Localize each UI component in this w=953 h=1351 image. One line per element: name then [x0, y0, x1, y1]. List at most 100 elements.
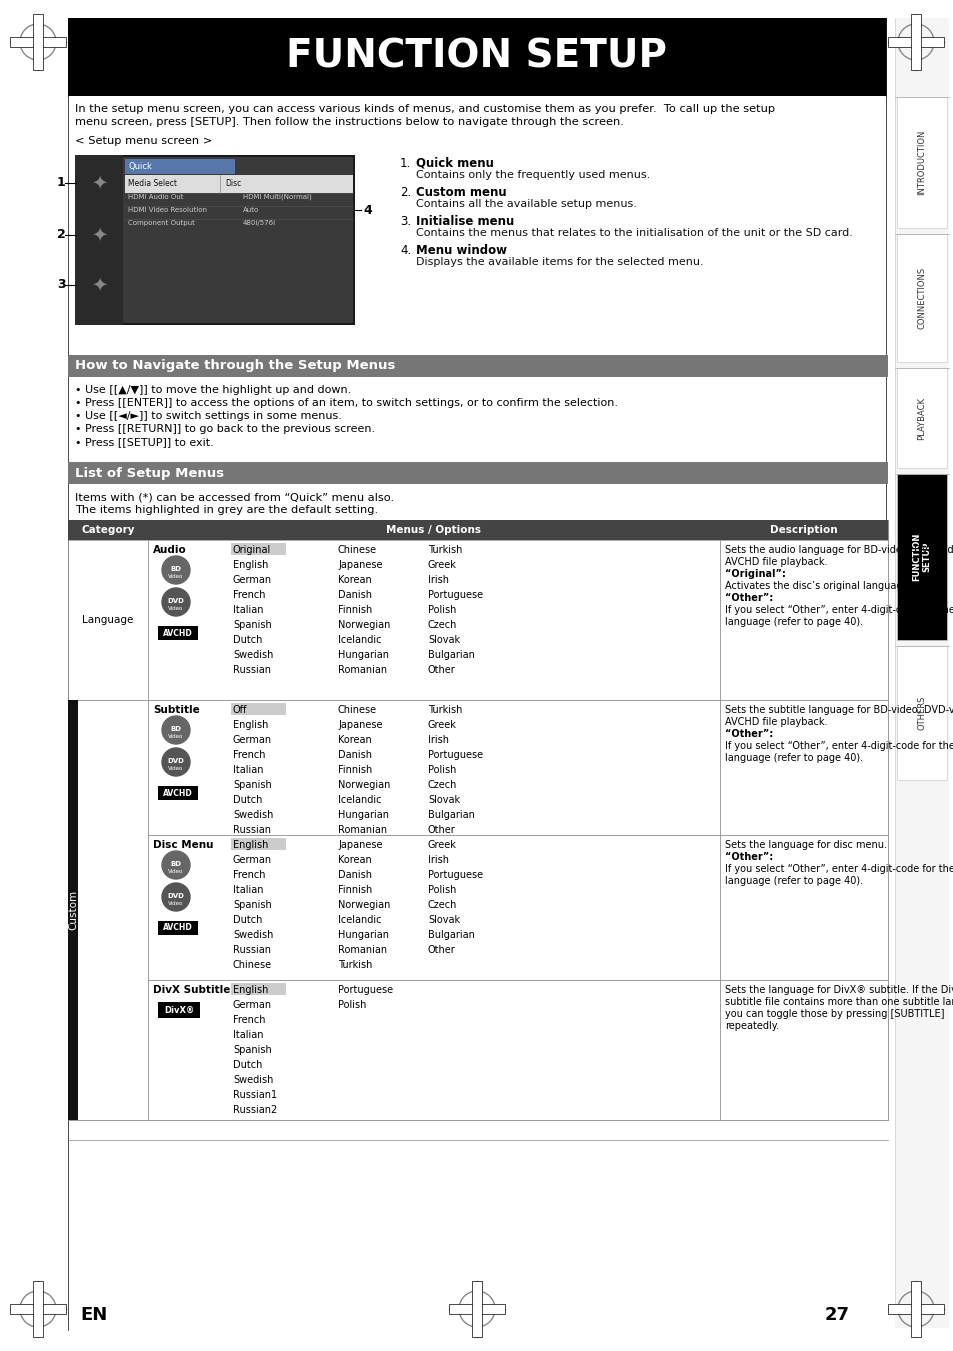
Text: Russian: Russian	[233, 944, 271, 955]
Text: Swedish: Swedish	[233, 811, 274, 820]
Text: Video: Video	[168, 901, 184, 907]
Text: Video: Video	[168, 607, 184, 611]
Bar	[231, 984, 286, 994]
Bar	[10, 36, 66, 47]
Text: Icelandic: Icelandic	[337, 794, 381, 805]
Text: Sets the language for disc menu.: Sets the language for disc menu.	[724, 840, 886, 850]
Text: Korean: Korean	[337, 735, 372, 744]
Text: you can toggle those by pressing [SUBTITLE]: you can toggle those by pressing [SUBTIT…	[724, 1009, 943, 1019]
Text: If you select “Other”, enter 4-digit-code for the desired: If you select “Other”, enter 4-digit-cod…	[724, 740, 953, 751]
Bar	[231, 838, 286, 850]
Text: Dutch: Dutch	[233, 635, 262, 644]
Bar	[472, 1281, 481, 1337]
Text: Finnish: Finnish	[337, 605, 372, 615]
Text: Initialise menu: Initialise menu	[416, 215, 514, 228]
Text: ✦: ✦	[91, 276, 107, 295]
Text: List of Setup Menus: List of Setup Menus	[75, 466, 224, 480]
Bar	[231, 703, 286, 715]
Text: PLAYBACK: PLAYBACK	[917, 396, 925, 439]
Text: BD: BD	[171, 861, 181, 867]
Text: Russian: Russian	[233, 825, 271, 835]
Text: Slovak: Slovak	[428, 794, 459, 805]
Bar	[10, 1304, 66, 1315]
Text: Sets the audio language for BD-video, DVD-video or: Sets the audio language for BD-video, DV…	[724, 544, 953, 555]
Text: Contains the menus that relates to the initialisation of the unit or the SD card: Contains the menus that relates to the i…	[416, 228, 852, 238]
Text: EN: EN	[80, 1306, 107, 1324]
Text: AVCHD file playback.: AVCHD file playback.	[724, 557, 826, 567]
Text: HDMI Video Resolution: HDMI Video Resolution	[128, 207, 207, 213]
Text: Quick menu: Quick menu	[416, 157, 494, 170]
Text: INTRODUCTION: INTRODUCTION	[917, 130, 925, 195]
Text: Dutch: Dutch	[233, 794, 262, 805]
Bar	[148, 520, 720, 540]
Text: If you select “Other”, enter 4-digit-code for the desired: If you select “Other”, enter 4-digit-cod…	[724, 865, 953, 874]
Text: BD: BD	[171, 566, 181, 571]
Bar	[158, 1002, 200, 1019]
Text: The items highlighted in grey are the default setting.: The items highlighted in grey are the de…	[75, 505, 377, 515]
Text: FUNCTION
SETUP: FUNCTION SETUP	[911, 532, 931, 581]
Text: Finnish: Finnish	[337, 885, 372, 894]
Text: language (refer to page 40).: language (refer to page 40).	[724, 875, 862, 886]
Text: 4: 4	[363, 204, 372, 216]
Text: “Other”:: “Other”:	[724, 852, 773, 862]
Text: Bulgarian: Bulgarian	[428, 650, 475, 661]
Text: Turkish: Turkish	[428, 705, 462, 715]
Text: Irish: Irish	[428, 735, 449, 744]
Text: Hungarian: Hungarian	[337, 929, 389, 940]
Text: DVD: DVD	[168, 893, 184, 898]
Bar	[896, 646, 946, 780]
Text: Items with (*) can be accessed from “Quick” menu also.: Items with (*) can be accessed from “Qui…	[75, 492, 394, 503]
Bar	[68, 540, 148, 700]
Text: Disc Menu: Disc Menu	[152, 840, 213, 850]
Text: Icelandic: Icelandic	[337, 635, 381, 644]
Text: • Press [[ENTER]] to access the options of an item, to switch settings, or to co: • Press [[ENTER]] to access the options …	[75, 399, 618, 408]
Text: Portuguese: Portuguese	[428, 870, 482, 880]
Bar	[33, 14, 43, 70]
Bar	[720, 979, 887, 1120]
Text: Menu window: Menu window	[416, 245, 506, 257]
Text: Polish: Polish	[428, 605, 456, 615]
Text: Czech: Czech	[428, 780, 456, 790]
Text: Romanian: Romanian	[337, 825, 387, 835]
Text: 4.: 4.	[399, 245, 411, 257]
Text: Danish: Danish	[337, 750, 372, 761]
Text: Spanish: Spanish	[233, 780, 272, 790]
Text: Category: Category	[81, 526, 134, 535]
Bar	[894, 18, 948, 1328]
Text: Polish: Polish	[428, 765, 456, 775]
Text: Portuguese: Portuguese	[428, 750, 482, 761]
Bar	[68, 520, 887, 1120]
Text: Russian: Russian	[233, 665, 271, 676]
Bar	[231, 543, 286, 555]
Text: language (refer to page 40).: language (refer to page 40).	[724, 753, 862, 763]
Text: CONNECTIONS: CONNECTIONS	[917, 267, 925, 330]
Bar	[896, 474, 946, 640]
Text: Danish: Danish	[337, 590, 372, 600]
Text: Custom menu: Custom menu	[416, 186, 506, 199]
Bar	[148, 835, 720, 979]
Text: Displays the available items for the selected menu.: Displays the available items for the sel…	[416, 257, 703, 267]
Text: Korean: Korean	[337, 855, 372, 865]
Text: Video: Video	[168, 766, 184, 771]
Text: Swedish: Swedish	[233, 1075, 274, 1085]
Bar	[68, 355, 887, 377]
Text: 2: 2	[57, 228, 66, 242]
Text: HDMI Multi(Normal): HDMI Multi(Normal)	[243, 195, 312, 200]
Circle shape	[162, 884, 190, 911]
Text: Greek: Greek	[428, 720, 456, 730]
Text: English: English	[233, 561, 268, 570]
Text: Italian: Italian	[233, 605, 263, 615]
Text: Other: Other	[428, 944, 456, 955]
Text: HDMI Audio Out: HDMI Audio Out	[128, 195, 183, 200]
Text: DivX®: DivX®	[164, 1005, 193, 1015]
Bar	[720, 700, 887, 835]
Bar	[896, 97, 946, 228]
Circle shape	[162, 557, 190, 584]
Text: Italian: Italian	[233, 765, 263, 775]
Text: Bulgarian: Bulgarian	[428, 929, 475, 940]
Bar	[910, 14, 920, 70]
Circle shape	[162, 748, 190, 775]
Bar	[75, 155, 355, 326]
Bar	[720, 520, 887, 540]
Text: Component Output: Component Output	[128, 220, 194, 226]
